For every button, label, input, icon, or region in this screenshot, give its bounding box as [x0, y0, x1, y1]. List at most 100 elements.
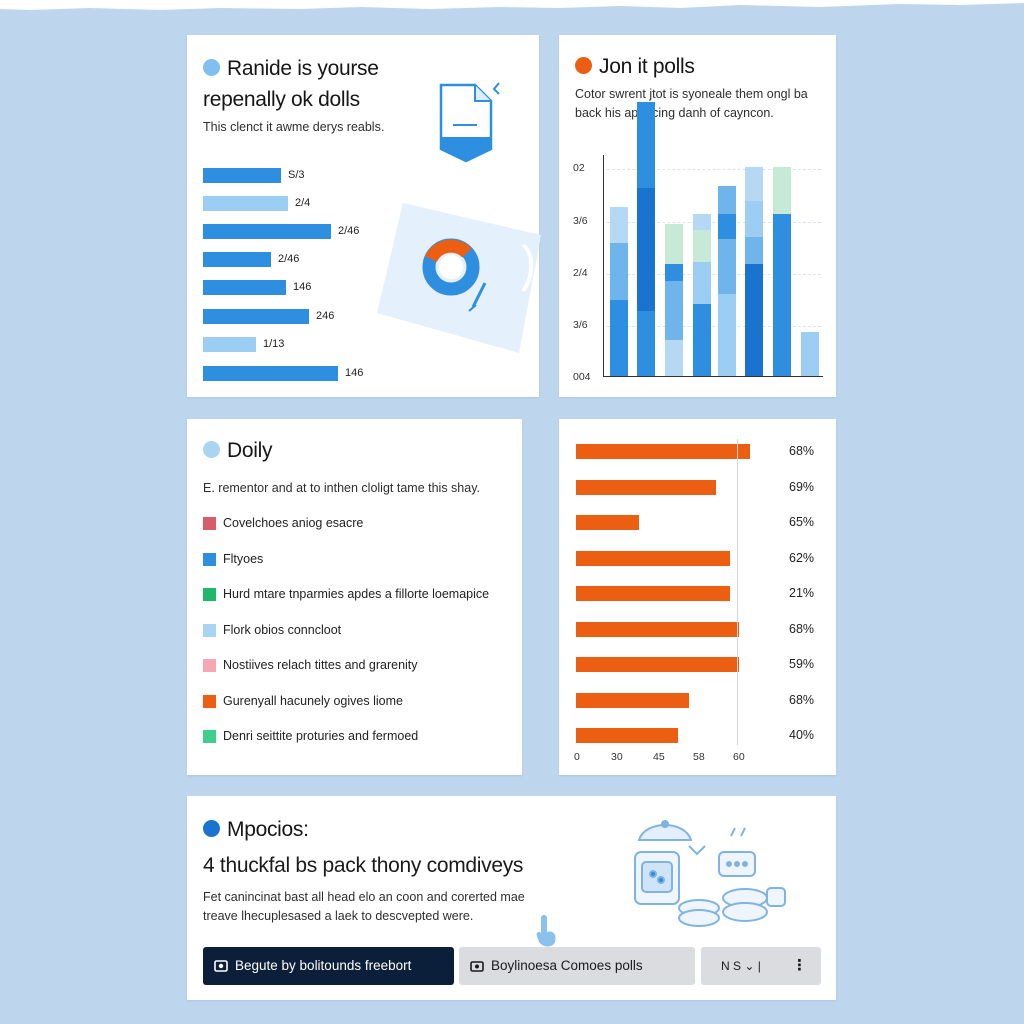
legend-swatch — [203, 553, 216, 566]
stacked-bar-segment — [665, 340, 683, 376]
stacked-bar-segment — [610, 300, 628, 376]
bar-value-label: 2/4 — [295, 197, 311, 209]
stacked-bar-segment — [665, 224, 683, 265]
bar-value-label: S/3 — [288, 169, 305, 181]
bar-value-label: 1/13 — [263, 338, 285, 350]
gridline — [607, 274, 821, 275]
primary-action-button[interactable]: Begute by bolitounds freebort — [203, 947, 454, 985]
legend-label: Covelchoes aniog esacre — [223, 516, 364, 530]
orange-bar — [576, 622, 739, 637]
stacked-bar-segment — [610, 207, 628, 244]
bar-percentage-label: 65% — [789, 515, 815, 529]
bar — [203, 337, 256, 352]
stacked-bar-segment — [801, 331, 819, 376]
cursor-hand-icon — [536, 915, 556, 947]
bar — [203, 252, 271, 267]
stacked-bar-segment — [610, 243, 628, 301]
card-title-text: Jon it polls — [599, 55, 695, 78]
card-subtitle: 4 thuckfal bs pack thony comdiveys — [203, 854, 524, 877]
y-axis-line — [603, 155, 604, 376]
card-title-text: Doily — [227, 439, 273, 462]
bar-percentage-label: 68% — [789, 444, 815, 458]
x-tick-label: 0 — [574, 751, 580, 763]
card-title: Ranide is yourse repenally ok dolls — [203, 53, 379, 115]
card-description: E. rementor and at to inthen cloligt tam… — [203, 481, 480, 495]
more-options-icon[interactable]: ⋮ — [792, 957, 807, 974]
stacked-bar-segment — [637, 188, 655, 311]
stacked-bar-segment — [718, 293, 736, 376]
bar-percentage-label: 59% — [789, 657, 815, 671]
orange-bar — [576, 480, 717, 495]
stacked-bar-segment — [745, 167, 763, 201]
bar — [203, 309, 309, 324]
kitchen-appliances-illustration — [634, 820, 786, 927]
bar — [203, 280, 286, 295]
stacked-bar-segment — [745, 264, 763, 376]
orange-bar — [576, 657, 739, 672]
bar — [203, 366, 338, 381]
card-title: Jon it polls — [575, 52, 695, 82]
x-tick-label: 30 — [611, 751, 623, 763]
legend-label: Flork obios conncloot — [223, 623, 342, 637]
donut-chart-illustration — [377, 203, 541, 353]
y-tick-label: 02 — [573, 162, 585, 174]
light-blue-circle-icon — [203, 440, 220, 458]
bar-value-label: 146 — [345, 367, 364, 379]
percentage-bar-card: 68% 69% 65% 62% 21% 68% 59% 68% 40% 0 30 45 58 60 — [559, 419, 836, 775]
torn-paper-edge — [0, 0, 1024, 10]
mpocios-card: Mpocios: 4 thuckfal bs pack thony comdiv… — [187, 796, 836, 1000]
x-tick-label: 58 — [693, 751, 705, 763]
bar-value-label: 2/46 — [278, 253, 300, 265]
legend-swatch — [203, 517, 216, 530]
orange-bar — [576, 515, 640, 530]
stacked-bar-segment — [637, 310, 655, 376]
y-tick-label: 3/6 — [573, 215, 588, 227]
daily-legend-card: Doily E. rementor and at to inthen cloli… — [187, 419, 522, 775]
stacked-bar-segment — [665, 281, 683, 341]
orange-circle-icon — [575, 56, 592, 74]
orange-bar — [576, 444, 751, 459]
description-line-2: back his apencing danh of cayncon. — [575, 106, 774, 120]
tertiary-dropdown-button[interactable]: N S ⌄ | ⋮ — [701, 947, 821, 985]
reference-line — [737, 439, 738, 745]
legend-swatch — [203, 695, 216, 708]
polls-card: Jon it polls Cotor swrent jtot is syonea… — [559, 35, 836, 397]
legend-swatch — [203, 730, 216, 743]
stacked-bar-segment — [718, 238, 736, 294]
legend-label: Fltyoes — [223, 552, 264, 566]
ranking-card: Ranide is yourse repenally ok dolls This… — [187, 35, 541, 397]
bar-percentage-label: 69% — [789, 480, 815, 494]
stacked-bar-segment — [665, 264, 683, 282]
orange-bar — [576, 551, 730, 566]
card-title-line-2: repenally ok dolls — [203, 88, 360, 111]
legend-swatch — [203, 624, 216, 637]
card-title: Mpocios: — [203, 815, 309, 845]
card-description: Fet canincinat bast all head elo an coon… — [203, 888, 525, 926]
y-tick-label: 004 — [573, 371, 591, 383]
stacked-bar-segment — [693, 213, 711, 231]
bar — [203, 224, 331, 239]
y-tick-label: 3/6 — [573, 319, 588, 331]
x-axis-line — [603, 376, 823, 377]
card-title-text: Mpocios: — [227, 818, 309, 841]
legend-swatch — [203, 659, 216, 672]
stacked-bar-segment — [693, 230, 711, 263]
stacked-bar-segment — [773, 213, 791, 263]
stacked-bar-segment — [693, 304, 711, 376]
legend-label: Nostiives relach tittes and grarenity — [223, 658, 418, 672]
gridline — [607, 326, 821, 327]
tertiary-dropdown-label: N S ⌄ | — [721, 959, 761, 973]
stacked-bar-segment — [693, 262, 711, 305]
card-description: Cotor swrent jtot is syoneale them ongl … — [575, 85, 808, 123]
secondary-action-button[interactable]: Boylinoesa Comoes polls — [459, 947, 695, 985]
legend-label: Gurenyall hacunely ogives liome — [223, 694, 403, 708]
card-description: This clenct it awme derys reabls. — [203, 120, 385, 134]
bar-percentage-label: 40% — [789, 728, 815, 742]
stacked-bar-segment — [745, 200, 763, 237]
secondary-action-label: Boylinoesa Comoes polls — [491, 958, 643, 973]
description-line-1: Cotor swrent jtot is syoneale them ongl … — [575, 87, 808, 101]
stacked-bar-segment — [773, 262, 791, 376]
gridline — [607, 169, 821, 170]
orange-bar — [576, 693, 689, 708]
stacked-bar-segment — [745, 236, 763, 265]
